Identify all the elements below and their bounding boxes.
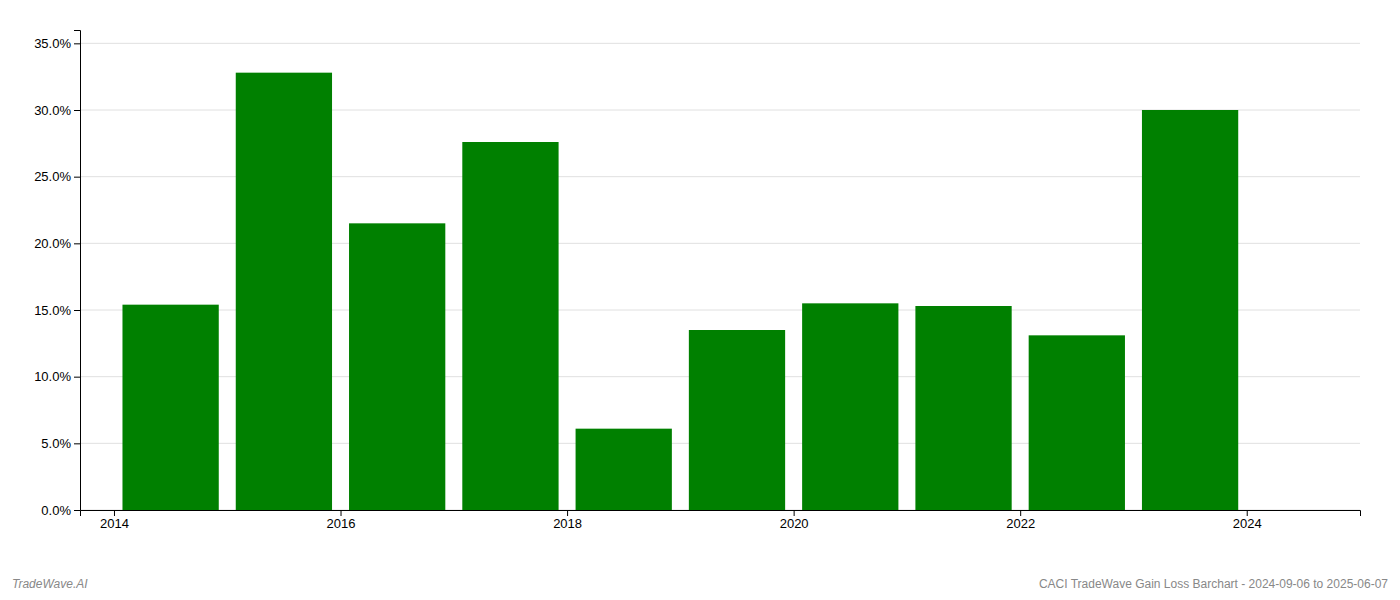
x-tick-label: 2018 bbox=[553, 516, 582, 531]
y-tick-label: 5.0% bbox=[41, 436, 71, 451]
x-tick-label: 2024 bbox=[1233, 516, 1262, 531]
y-tick-mark bbox=[74, 110, 80, 111]
y-axis: 0.0% 5.0% 10.0% 15.0% 20.0% 25.0% 30.0% 35.0% bbox=[34, 31, 80, 518]
bar bbox=[349, 223, 445, 510]
x-tick: 2024 bbox=[1233, 510, 1262, 531]
x-axis-line bbox=[81, 511, 1361, 517]
bars bbox=[122, 73, 1238, 510]
x-tick-mark bbox=[114, 510, 115, 516]
footer-left: TradeWave.AI bbox=[12, 577, 88, 591]
bar bbox=[576, 429, 672, 510]
x-tick-label: 2022 bbox=[1006, 516, 1035, 531]
bar bbox=[802, 303, 898, 510]
y-tick: 0.0% bbox=[41, 503, 80, 518]
x-tick: 2014 bbox=[100, 510, 129, 531]
x-tick: 2022 bbox=[1006, 510, 1035, 531]
y-tick-label: 15.0% bbox=[34, 303, 71, 318]
x-tick-label: 2014 bbox=[100, 516, 129, 531]
x-tick-label: 2016 bbox=[327, 516, 356, 531]
y-tick-label: 10.0% bbox=[34, 369, 71, 384]
bar bbox=[915, 306, 1011, 510]
footer-right: CACI TradeWave Gain Loss Barchart - 2024… bbox=[1039, 577, 1388, 591]
y-tick-label: 25.0% bbox=[34, 169, 71, 184]
y-tick-mark bbox=[74, 510, 80, 511]
y-axis-line bbox=[74, 31, 81, 511]
x-tick: 2020 bbox=[780, 510, 809, 531]
chart: 2014 2016 2018 2020 2022 2024 0.0% 5.0% 10.0% 15.… bbox=[0, 0, 1400, 600]
y-tick: 5.0% bbox=[41, 436, 80, 451]
y-tick-mark bbox=[74, 443, 80, 444]
grid-line bbox=[80, 43, 1360, 44]
x-tick-label: 2020 bbox=[780, 516, 809, 531]
grid bbox=[80, 43, 1360, 510]
footer: TradeWave.AI CACI TradeWave Gain Loss Bar… bbox=[12, 577, 1388, 591]
x-tick-mark bbox=[1247, 510, 1248, 516]
x-tick-mark bbox=[1020, 510, 1021, 516]
y-tick: 25.0% bbox=[34, 169, 80, 184]
y-tick: 35.0% bbox=[34, 36, 80, 51]
bar bbox=[122, 305, 218, 510]
y-tick: 30.0% bbox=[34, 103, 80, 118]
bar bbox=[1029, 335, 1125, 510]
bar bbox=[689, 330, 785, 510]
y-tick-mark bbox=[74, 377, 80, 378]
y-tick-label: 35.0% bbox=[34, 36, 71, 51]
y-tick-mark bbox=[74, 310, 80, 311]
x-tick: 2016 bbox=[327, 510, 356, 531]
y-tick: 15.0% bbox=[34, 303, 80, 318]
y-tick: 10.0% bbox=[34, 369, 80, 384]
y-tick-label: 30.0% bbox=[34, 103, 71, 118]
bar bbox=[1142, 110, 1238, 510]
x-axis: 2014 2016 2018 2020 2022 2024 bbox=[81, 510, 1361, 531]
y-tick-mark bbox=[74, 177, 80, 178]
x-tick: 2018 bbox=[553, 510, 582, 531]
y-tick-label: 0.0% bbox=[41, 503, 71, 518]
x-tick-mark bbox=[341, 510, 342, 516]
y-tick: 20.0% bbox=[34, 236, 80, 251]
y-tick-label: 20.0% bbox=[34, 236, 71, 251]
y-tick-mark bbox=[74, 243, 80, 244]
bar bbox=[462, 142, 558, 510]
x-tick-mark bbox=[567, 510, 568, 516]
x-tick-mark bbox=[794, 510, 795, 516]
y-tick-mark bbox=[74, 43, 80, 44]
bar bbox=[236, 73, 332, 510]
